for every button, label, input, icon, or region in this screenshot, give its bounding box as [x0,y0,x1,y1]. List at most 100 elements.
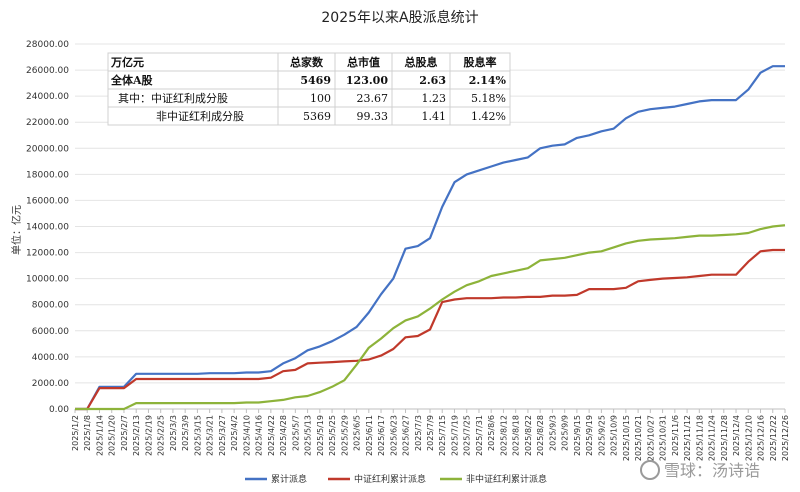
table-header: 总市值 [347,55,380,69]
y-tick-labels: 0.00 2000.00 4000.00 6000.00 8000.00 10000.00… [26,40,69,415]
snowball-logo-icon [640,460,660,480]
y-tick-label: 8000.00 [32,301,69,311]
x-tick-label: 2025/3/27 [218,415,227,456]
x-tick-label: 2025/3/21 [206,415,215,456]
x-tick-label: 2025/6/23 [389,415,398,456]
x-tick-label: 2025/3/9 [181,415,190,451]
y-tick-label: 18000.00 [26,170,69,180]
table-cell: 2.14% [469,74,507,87]
x-tick-label: 2025/11/6 [671,415,680,456]
table-cell: 5.18% [471,92,506,105]
table-cell: 100 [310,92,331,105]
legend-label: 非中证红利累计派息 [466,473,547,485]
x-tick-label: 2025/2/7 [120,415,129,451]
y-tick-label: 2000.00 [32,379,69,389]
table-cell: 5469 [300,74,331,87]
table-header: 股息率 [464,55,497,69]
table-row-label: 全体A股 [110,73,154,87]
table-row-label: 非中证红利成分股 [156,110,244,123]
y-tick-label: 28000.00 [26,40,69,50]
table-cell: 1.23 [422,92,447,105]
x-tick-label: 2025/8/12 [499,415,508,456]
table-header: 总股息 [405,55,438,69]
x-tick-label: 2025/8/6 [487,415,496,451]
y-tick-label: 12000.00 [26,249,69,259]
x-tick-label: 2025/10/21 [634,415,643,461]
x-tick-label: 2025/8/18 [512,415,521,456]
table-cell: 23.67 [357,92,389,105]
x-tick-label: 2025/3/3 [169,415,178,451]
x-tick-label: 2025/5/13 [304,415,313,456]
x-tick-label: 2025/10/31 [659,415,668,461]
x-tick-label: 2025/5/25 [328,415,337,456]
x-tick-label: 2025/5/7 [291,415,300,451]
x-tick-label: 2025/7/25 [463,415,472,456]
table-cell: 2.63 [419,74,446,87]
table-cell: 123.00 [346,74,388,87]
x-tick-label: 2025/2/19 [144,415,153,456]
x-tick-label: 2025/4/16 [255,415,264,456]
y-tick-label: 16000.00 [26,196,69,206]
x-tick-label: 2025/6/27 [402,415,411,456]
x-tick-label: 2025/11/24 [708,415,717,461]
x-tick-label: 2025/10/9 [610,415,619,456]
watermark: 雪球：汤诗诰 [640,460,760,480]
x-tick-label: 2025/7/15 [438,415,447,456]
legend: 累计派息 中证红利累计派息 非中证红利累计派息 [245,473,547,485]
x-tick-label: 2025/12/22 [769,415,778,461]
x-tick-label: 2025/8/28 [536,415,545,456]
x-tick-label: 2025/2/25 [157,415,166,456]
x-tick-label: 2025/11/12 [683,415,692,461]
x-tick-label: 2025/12/16 [757,415,766,461]
series-line-3 [75,224,786,411]
x-tick-label: 2025/12/4 [732,415,741,456]
x-tick-label: 2025/8/22 [524,415,533,456]
y-tick-label: 20000.00 [26,144,69,154]
x-tick-label: 2025/9/3 [548,415,557,451]
x-tick-label: 2025/10/27 [646,415,655,461]
x-tick-label: 2025/12/26 [781,415,790,461]
series-line-1 [75,65,785,411]
watermark-text: 雪球：汤诗诰 [664,461,760,480]
x-tick-label: 2025/9/15 [573,415,582,456]
y-tick-label: 6000.00 [32,327,69,337]
table-header: 总家数 [290,55,324,69]
y-tick-label: 26000.00 [26,66,69,76]
series-lines [75,65,786,411]
table-cell: 1.42% [471,110,506,123]
y-tick-label: 14000.00 [26,223,69,233]
table-cell: 1.41 [422,110,447,123]
x-tick-label: 2025/5/19 [316,415,325,456]
x-tick-label: 2025/12/10 [744,415,753,461]
x-tick-label: 2025/1/14 [95,415,104,456]
series-line-2 [75,248,785,411]
x-tick-label: 2025/7/31 [475,415,484,456]
x-tick-label: 2025/5/29 [340,415,349,456]
x-tick-label: 2025/6/17 [377,415,386,456]
y-axis-label: 单位：亿元 [10,205,23,255]
table-unit-label: 万亿元 [110,55,144,69]
x-tick-label: 2025/1/8 [83,415,92,451]
x-tick-label: 2025/6/5 [353,415,362,451]
x-tick-label: 2025/7/3 [414,415,423,451]
y-tick-label: 0.00 [49,405,69,415]
x-tick-label: 2025/2/13 [132,415,141,456]
y-tick-label: 22000.00 [26,118,69,128]
x-tick-label: 2025/3/15 [193,415,202,456]
y-tick-label: 4000.00 [32,353,69,363]
y-tick-label: 10000.00 [26,275,69,285]
x-tick-label: 2025/9/25 [597,415,606,456]
table-cell: 5369 [303,110,331,123]
x-tick-label: 2025/1/2 [71,415,80,451]
legend-label: 中证红利累计派息 [354,473,426,485]
x-tick-label: 2025/4/2 [230,415,239,451]
x-tick-label: 2025/11/18 [695,415,704,461]
x-tick-label: 2025/4/22 [267,415,276,456]
x-tick-label: 2025/7/19 [450,415,459,456]
x-tick-label: 2025/7/9 [426,415,435,451]
table-row-label: 其中：中证红利成分股 [118,92,228,105]
x-tick-labels: 2025/1/2 2025/1/8 2025/1/14 2025/1/20 2025/2… [71,409,790,461]
x-tick-label: 2025/1/20 [108,415,117,456]
